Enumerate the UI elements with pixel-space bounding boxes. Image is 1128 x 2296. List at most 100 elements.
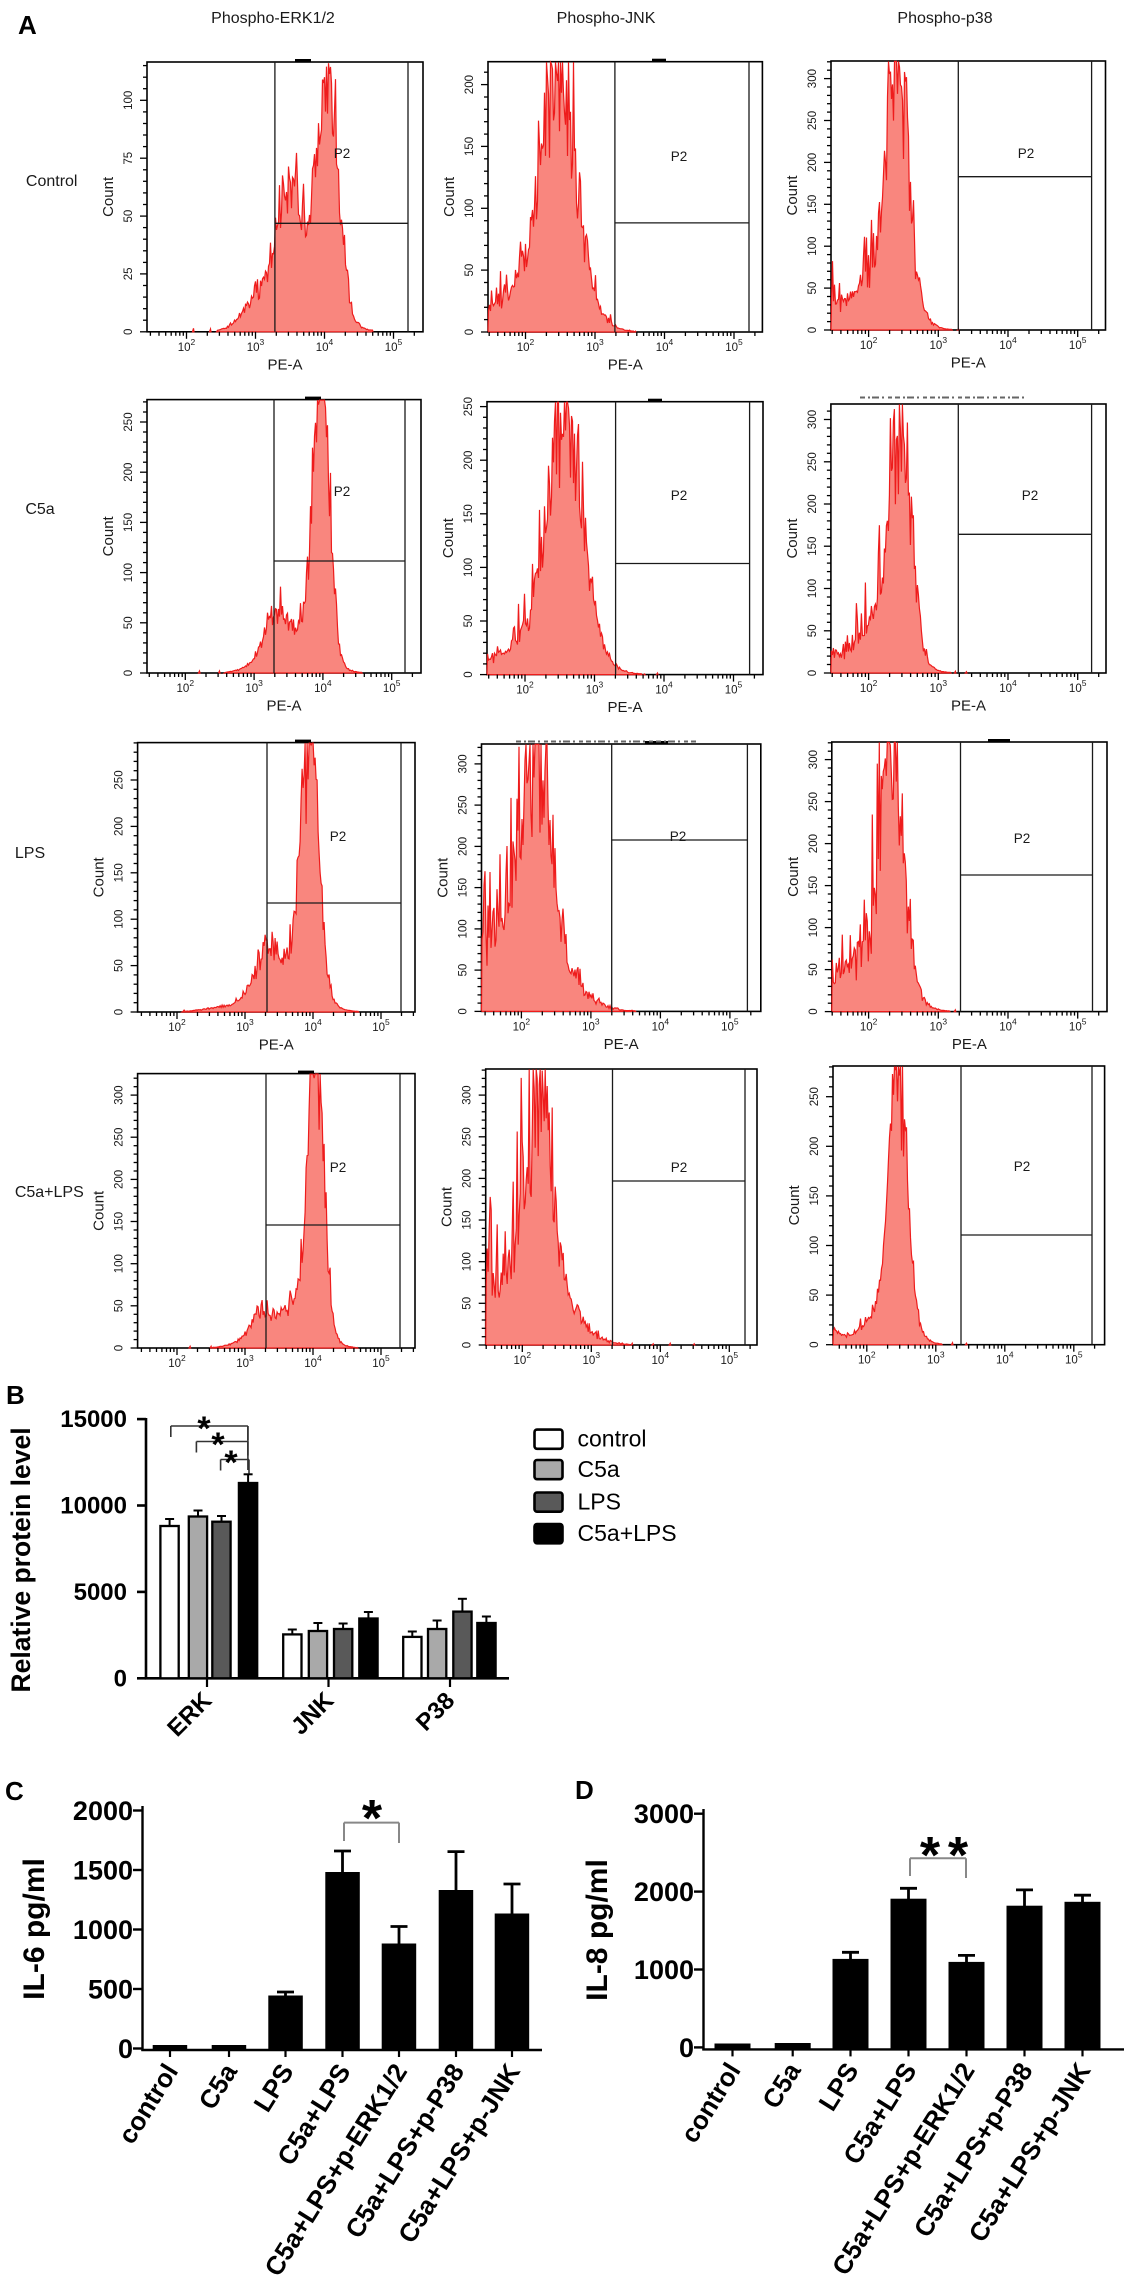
svg-text:105: 105 — [1065, 1350, 1083, 1367]
svg-text:P2: P2 — [671, 1160, 688, 1175]
svg-text:control: control — [578, 1425, 647, 1451]
svg-text:Count: Count — [784, 518, 801, 559]
svg-text:103: 103 — [582, 1016, 600, 1033]
svg-text:50: 50 — [114, 959, 126, 972]
svg-text:104: 104 — [999, 1017, 1017, 1034]
svg-text:2000: 2000 — [634, 1877, 694, 1907]
svg-text:C: C — [5, 1776, 24, 1806]
svg-text:102: 102 — [858, 1350, 876, 1367]
svg-text:104: 104 — [652, 1350, 670, 1367]
svg-text:0: 0 — [463, 671, 475, 677]
svg-text:PE-A: PE-A — [267, 356, 302, 373]
svg-text:Count: Count — [441, 176, 458, 217]
svg-text:Count: Count — [100, 176, 117, 217]
svg-text:104: 104 — [996, 1350, 1014, 1367]
svg-text:102: 102 — [517, 337, 535, 354]
svg-text:Count: Count — [100, 515, 117, 556]
svg-text:103: 103 — [927, 1350, 945, 1367]
svg-text:250: 250 — [123, 412, 135, 431]
svg-text:103: 103 — [930, 678, 948, 695]
svg-text:250: 250 — [458, 796, 470, 815]
svg-text:105: 105 — [385, 337, 403, 354]
svg-text:102: 102 — [168, 1353, 186, 1370]
svg-text:104: 104 — [304, 1017, 322, 1034]
svg-text:Count: Count — [784, 175, 801, 216]
svg-text:LPS: LPS — [247, 2058, 299, 2117]
svg-text:Phospho-JNK: Phospho-JNK — [557, 10, 656, 27]
svg-text:50: 50 — [809, 1289, 821, 1302]
svg-text:P2: P2 — [334, 146, 351, 161]
svg-text:0: 0 — [458, 1008, 470, 1014]
svg-text:ERK: ERK — [162, 1687, 217, 1742]
svg-text:Control: Control — [26, 173, 78, 190]
svg-text:Count: Count — [786, 1184, 803, 1225]
svg-text:LPS: LPS — [812, 2057, 864, 2116]
svg-text:Count: Count — [439, 1186, 456, 1227]
svg-text:P2: P2 — [670, 829, 687, 844]
svg-text:50: 50 — [123, 616, 135, 629]
svg-text:C5a: C5a — [756, 2057, 807, 2114]
svg-text:105: 105 — [721, 1350, 739, 1367]
svg-text:200: 200 — [458, 837, 470, 856]
svg-text:Count: Count — [91, 856, 108, 897]
svg-text:0: 0 — [114, 1009, 126, 1015]
svg-text:250: 250 — [462, 1127, 474, 1146]
svg-text:200: 200 — [123, 463, 135, 482]
svg-text:0: 0 — [679, 2033, 694, 2063]
svg-text:150: 150 — [114, 863, 126, 882]
svg-text:250: 250 — [808, 792, 820, 811]
svg-text:500: 500 — [88, 1975, 133, 2005]
svg-text:50: 50 — [123, 210, 135, 223]
svg-text:50: 50 — [114, 1299, 126, 1312]
svg-text:2000: 2000 — [73, 1796, 133, 1826]
svg-text:control: control — [112, 2058, 184, 2149]
svg-text:100: 100 — [114, 1254, 126, 1273]
svg-text:104: 104 — [316, 337, 334, 354]
svg-text:Count: Count — [440, 517, 457, 558]
svg-text:Phospho-p38: Phospho-p38 — [897, 10, 992, 27]
svg-text:50: 50 — [807, 282, 819, 295]
svg-text:*: * — [920, 1827, 941, 1885]
svg-text:50: 50 — [462, 1297, 474, 1310]
svg-text:P2: P2 — [1022, 488, 1039, 503]
svg-text:0: 0 — [807, 670, 819, 676]
svg-text:104: 104 — [314, 678, 332, 695]
svg-text:103: 103 — [236, 1017, 254, 1034]
svg-text:100: 100 — [462, 1252, 474, 1271]
svg-text:50: 50 — [808, 963, 820, 976]
svg-text:102: 102 — [860, 1017, 878, 1034]
svg-text:0: 0 — [118, 2034, 133, 2064]
svg-text:105: 105 — [372, 1017, 390, 1034]
svg-text:50: 50 — [458, 964, 470, 977]
svg-text:103: 103 — [586, 680, 604, 697]
svg-text:102: 102 — [860, 678, 878, 695]
svg-text:D: D — [575, 1775, 594, 1805]
svg-text:104: 104 — [304, 1353, 322, 1370]
svg-text:100: 100 — [809, 1236, 821, 1255]
svg-text:150: 150 — [114, 1212, 126, 1231]
svg-text:control: control — [674, 2057, 746, 2148]
svg-text:104: 104 — [656, 337, 674, 354]
svg-text:PE-A: PE-A — [259, 1037, 294, 1054]
svg-text:200: 200 — [807, 494, 819, 513]
svg-text:C5a: C5a — [578, 1456, 620, 1482]
svg-text:200: 200 — [462, 1169, 474, 1188]
svg-text:103: 103 — [247, 337, 265, 354]
svg-text:150: 150 — [463, 504, 475, 523]
svg-text:105: 105 — [725, 337, 743, 354]
svg-text:PE-A: PE-A — [952, 1036, 987, 1053]
svg-text:P2: P2 — [1014, 831, 1031, 846]
svg-text:PE-A: PE-A — [951, 698, 986, 715]
svg-text:250: 250 — [807, 111, 819, 130]
svg-text:Count: Count — [785, 856, 802, 897]
svg-text:100: 100 — [807, 237, 819, 256]
svg-text:102: 102 — [860, 335, 878, 352]
svg-text:103: 103 — [930, 1017, 948, 1034]
svg-text:300: 300 — [114, 1086, 126, 1105]
svg-text:*: * — [197, 1410, 211, 1448]
svg-text:50: 50 — [464, 264, 476, 277]
svg-text:105: 105 — [372, 1353, 390, 1370]
svg-text:100: 100 — [458, 919, 470, 938]
svg-text:*: * — [224, 1444, 238, 1482]
svg-text:C5a+LPS: C5a+LPS — [578, 1520, 677, 1546]
